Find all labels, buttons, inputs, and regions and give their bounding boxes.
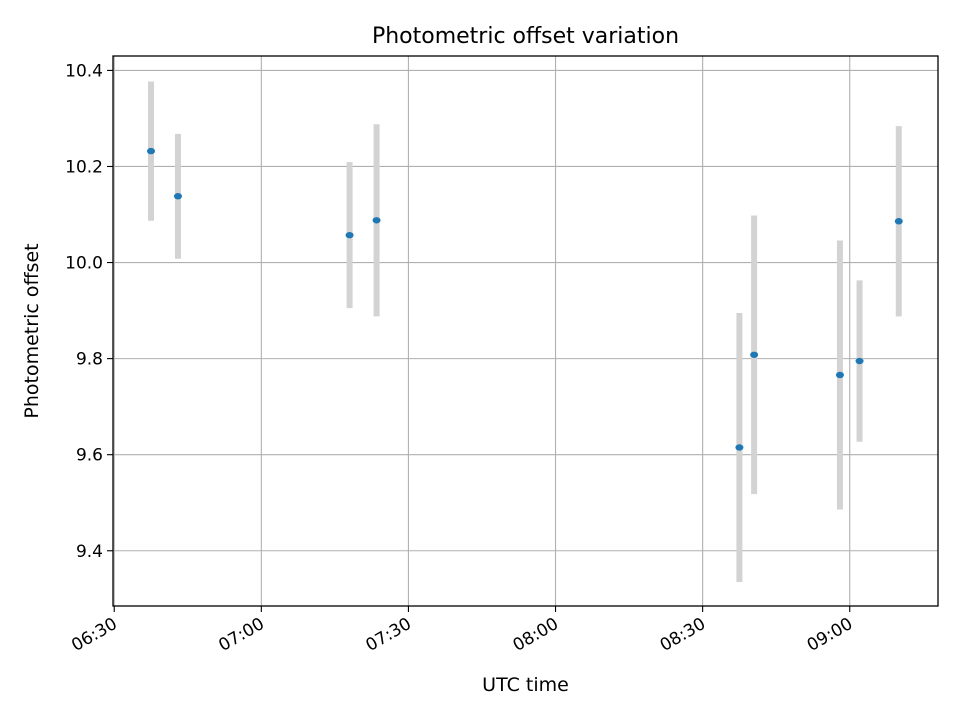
plot-frame: [112, 55, 939, 607]
data-point: [173, 193, 182, 200]
y-tick-label: 10.2: [65, 157, 103, 177]
x-axis-ticks: 06:30 07:00 07:30 08:00 08:30 09:00: [68, 606, 856, 656]
data-point: [835, 371, 844, 379]
y-axis-ticks: 9.4 9.6 9.8 10.0 10.2 10.4: [65, 61, 113, 562]
data-points: [147, 147, 903, 451]
data-point: [894, 218, 903, 225]
y-tick-label: 9.4: [76, 542, 103, 562]
x-tick-label: 07:30: [362, 614, 414, 656]
y-tick-label: 10.4: [65, 61, 103, 81]
x-tick-label: 08:30: [657, 614, 709, 656]
y-tick-label: 9.8: [76, 350, 103, 370]
chart-title: Photometric offset variation: [372, 24, 679, 49]
data-point: [372, 217, 381, 224]
x-tick-label: 09:00: [804, 614, 856, 656]
y-axis-label: Photometric offset: [21, 243, 43, 418]
data-point: [147, 147, 156, 155]
plot-background: [113, 56, 938, 606]
data-point: [345, 231, 354, 239]
data-point: [855, 357, 864, 365]
x-tick-label: 06:30: [68, 614, 120, 656]
grid: [113, 56, 938, 606]
y-tick-label: 10.0: [65, 254, 103, 274]
x-tick-label: 07:00: [215, 614, 267, 656]
x-tick-label: 08:00: [510, 614, 562, 656]
y-tick-label: 9.6: [76, 446, 103, 466]
data-point: [750, 351, 759, 358]
data-point: [735, 444, 744, 451]
x-axis-label: UTC time: [482, 674, 569, 696]
